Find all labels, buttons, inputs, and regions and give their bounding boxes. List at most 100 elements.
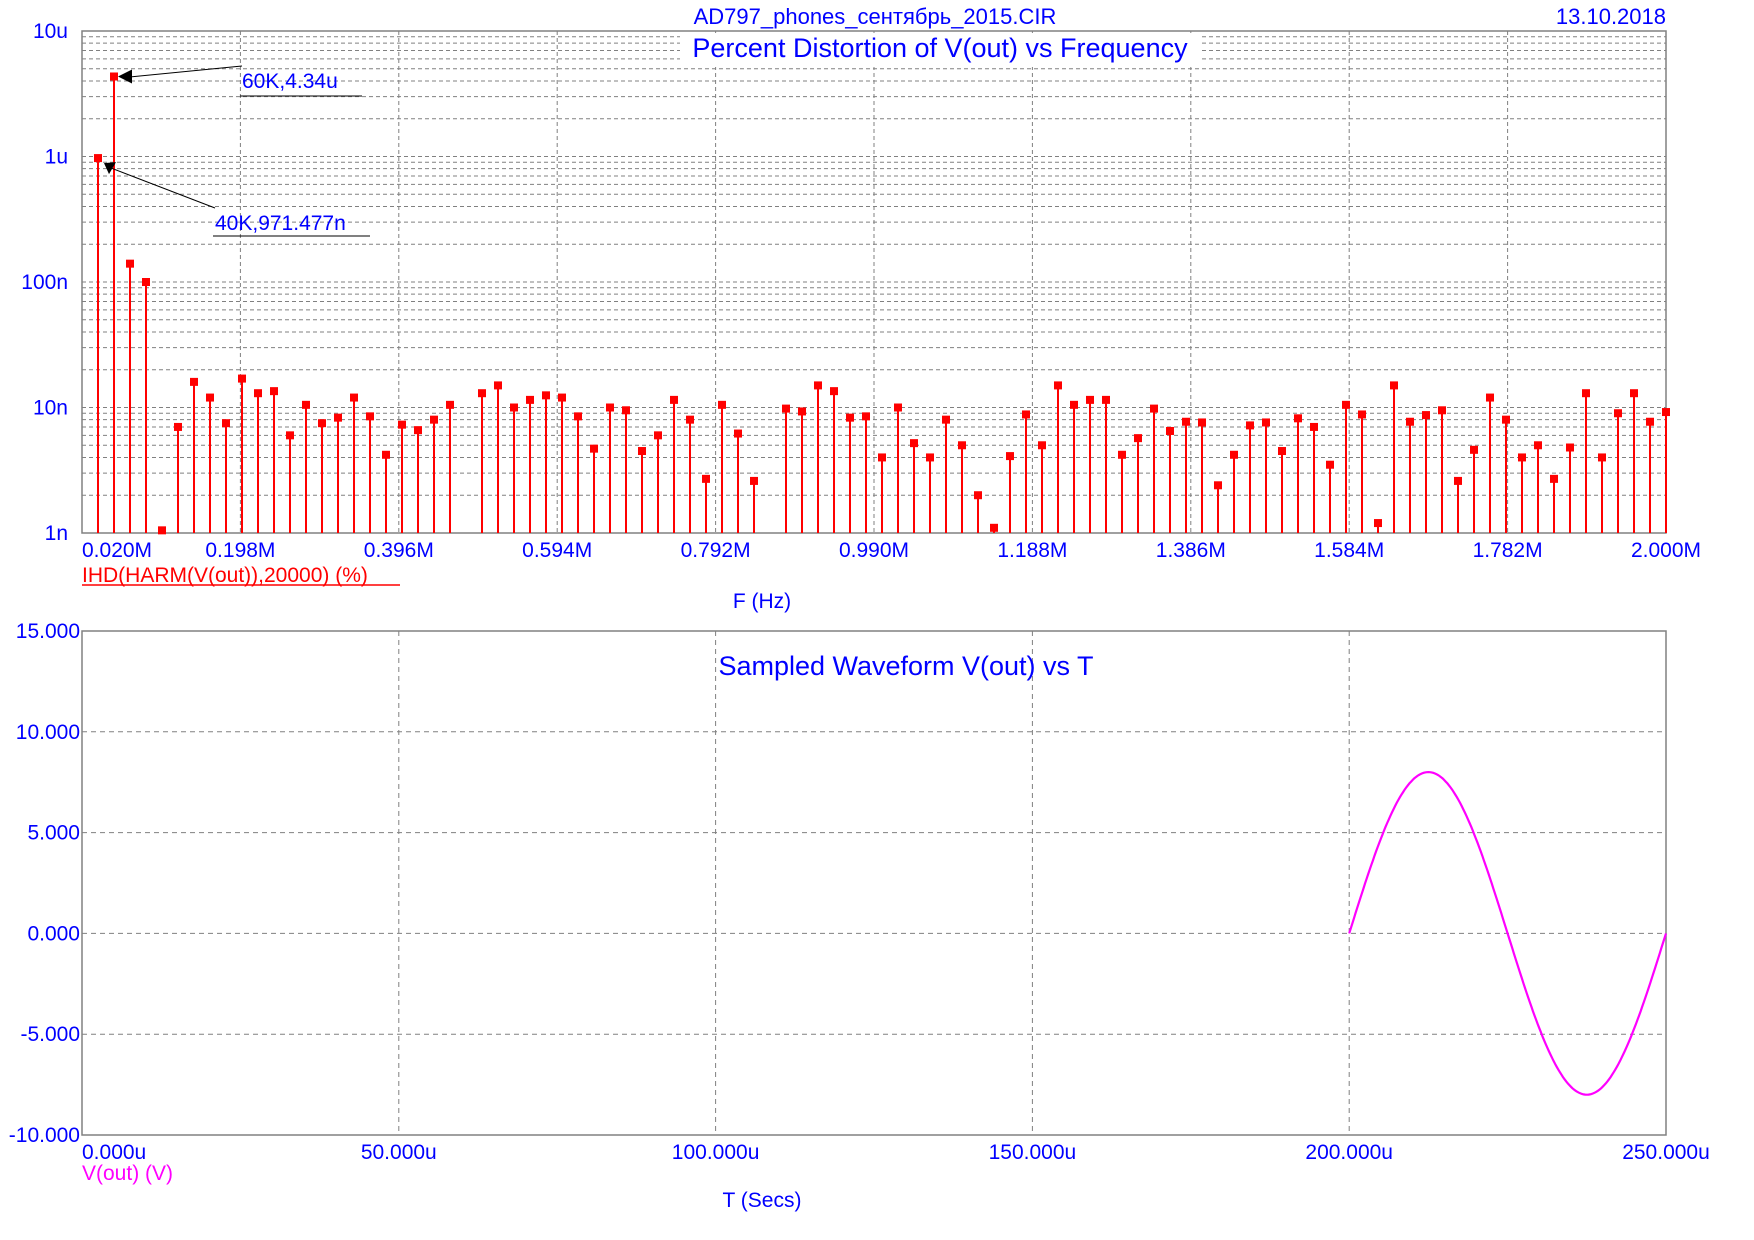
harmonic-marker <box>286 431 294 440</box>
harmonic-marker <box>1438 406 1446 415</box>
harmonic-marker <box>1006 452 1014 461</box>
harmonic-marker <box>878 453 886 462</box>
harmonic-marker <box>1118 450 1126 459</box>
harmonic-marker <box>814 381 822 390</box>
harmonic-marker <box>94 154 102 163</box>
harmonic-marker <box>558 393 566 402</box>
distortion-title-backdrop <box>680 33 1200 67</box>
harmonic-marker <box>702 474 710 483</box>
harmonic-marker <box>606 403 614 412</box>
y-tick-label: -10.000 <box>9 1124 80 1147</box>
x-tick-label: 1.584M <box>1314 539 1384 562</box>
harmonic-marker <box>1486 393 1494 402</box>
y-tick-label: 100n <box>21 271 68 294</box>
harmonic-marker <box>1134 434 1142 443</box>
waveform-grid <box>82 631 1666 1135</box>
x-tick-label: 0.000u <box>82 1141 146 1164</box>
harmonic-marker <box>1358 410 1366 419</box>
harmonic-marker <box>798 407 806 416</box>
annotation-leader <box>123 65 243 78</box>
harmonic-marker <box>1646 417 1654 426</box>
annotation-label: 40K,971.477n <box>215 212 346 235</box>
annotation-leader <box>105 165 216 209</box>
x-tick-label: 0.020M <box>82 539 152 562</box>
y-tick-label: 1u <box>45 146 68 169</box>
x-tick-label: 250.000u <box>1622 1141 1710 1164</box>
harmonic-marker <box>446 400 454 409</box>
x-tick-label: 100.000u <box>672 1141 760 1164</box>
harmonic-marker <box>302 400 310 409</box>
harmonic-marker <box>318 419 326 428</box>
harmonic-marker <box>1214 481 1222 490</box>
waveform-series-label: V(out) (V) <box>82 1162 173 1185</box>
harmonic-marker <box>270 387 278 396</box>
harmonic-marker <box>126 259 134 268</box>
harmonic-marker <box>1326 460 1334 469</box>
harmonic-marker <box>830 387 838 396</box>
waveform-x-axis-label: T (Secs) <box>723 1189 802 1212</box>
harmonic-marker <box>510 403 518 412</box>
harmonic-marker <box>1310 422 1318 431</box>
plot-date: 13.10.2018 <box>1556 4 1666 29</box>
harmonic-marker <box>974 491 982 500</box>
harmonic-marker <box>414 426 422 435</box>
x-tick-label: 0.198M <box>205 539 275 562</box>
y-tick-label: 15.000 <box>16 620 80 643</box>
harmonic-marker <box>862 412 870 421</box>
harmonic-marker <box>1614 409 1622 418</box>
harmonic-marker <box>398 420 406 429</box>
harmonic-marker <box>926 453 934 462</box>
harmonic-marker <box>1662 408 1670 417</box>
harmonic-marker <box>1630 389 1638 398</box>
harmonic-marker <box>1102 395 1110 404</box>
harmonic-marker <box>142 278 150 286</box>
y-tick-label: 5.000 <box>27 822 80 845</box>
file-name: AD797_phones_сентябрь_2015.CIR <box>694 4 1057 29</box>
annotation-arrowhead <box>104 162 116 175</box>
harmonic-marker <box>430 415 438 424</box>
harmonic-marker <box>942 415 950 424</box>
y-tick-label: -5.000 <box>20 1023 80 1046</box>
harmonic-marker <box>1518 453 1526 462</box>
x-tick-label: 0.990M <box>839 539 909 562</box>
x-tick-label: 0.594M <box>522 539 592 562</box>
x-tick-label: 150.000u <box>989 1141 1077 1164</box>
distortion-annotations: 60K,4.34u 40K,971.477n <box>104 65 370 237</box>
harmonic-marker <box>574 412 582 421</box>
x-tick-label: 1.386M <box>1156 539 1226 562</box>
harmonic-marker <box>206 393 214 402</box>
x-tick-label: 1.782M <box>1473 539 1543 562</box>
x-tick-label: 200.000u <box>1305 1141 1393 1164</box>
harmonic-marker <box>1086 395 1094 404</box>
distortion-series-label: IHD(HARM(V(out)),20000) (%) <box>82 564 368 587</box>
distortion-plot-frame <box>81 30 1667 534</box>
harmonic-marker <box>1070 400 1078 409</box>
harmonic-marker <box>670 395 678 404</box>
harmonic-marker <box>158 526 166 535</box>
x-tick-label: 0.792M <box>681 539 751 562</box>
vout-waveform-line <box>1348 770 1668 1096</box>
harmonic-marker <box>1198 418 1206 427</box>
harmonic-marker <box>350 393 358 402</box>
harmonic-marker <box>1246 421 1254 430</box>
harmonic-marker <box>1262 418 1270 427</box>
distortion-x-ticks: 0.020M 0.198M 0.396M 0.594M 0.792M 0.990M 1.18… <box>82 539 1701 562</box>
harmonic-marker <box>542 391 550 400</box>
x-tick-label: 1.188M <box>997 539 1067 562</box>
harmonic-marker <box>590 444 598 453</box>
harmonic-marker <box>1550 474 1558 483</box>
harmonic-marker <box>1294 414 1302 423</box>
harmonic-marker <box>1566 443 1574 452</box>
harmonic-marker <box>1022 410 1030 419</box>
x-tick-label: 2.000M <box>1631 539 1701 562</box>
harmonic-marker <box>1598 453 1606 462</box>
harmonic-marker <box>734 429 742 438</box>
harmonic-marker <box>1470 445 1478 454</box>
harmonic-bars <box>94 72 1670 535</box>
waveform-chart: 15.000 10.000 5.000 0.000 -5.000 -10.000 0.00… <box>9 620 1710 1212</box>
y-tick-label: 10.000 <box>16 721 80 744</box>
harmonic-marker <box>1230 450 1238 459</box>
harmonic-marker <box>622 406 630 415</box>
annotation-label: 60K,4.34u <box>242 70 338 93</box>
